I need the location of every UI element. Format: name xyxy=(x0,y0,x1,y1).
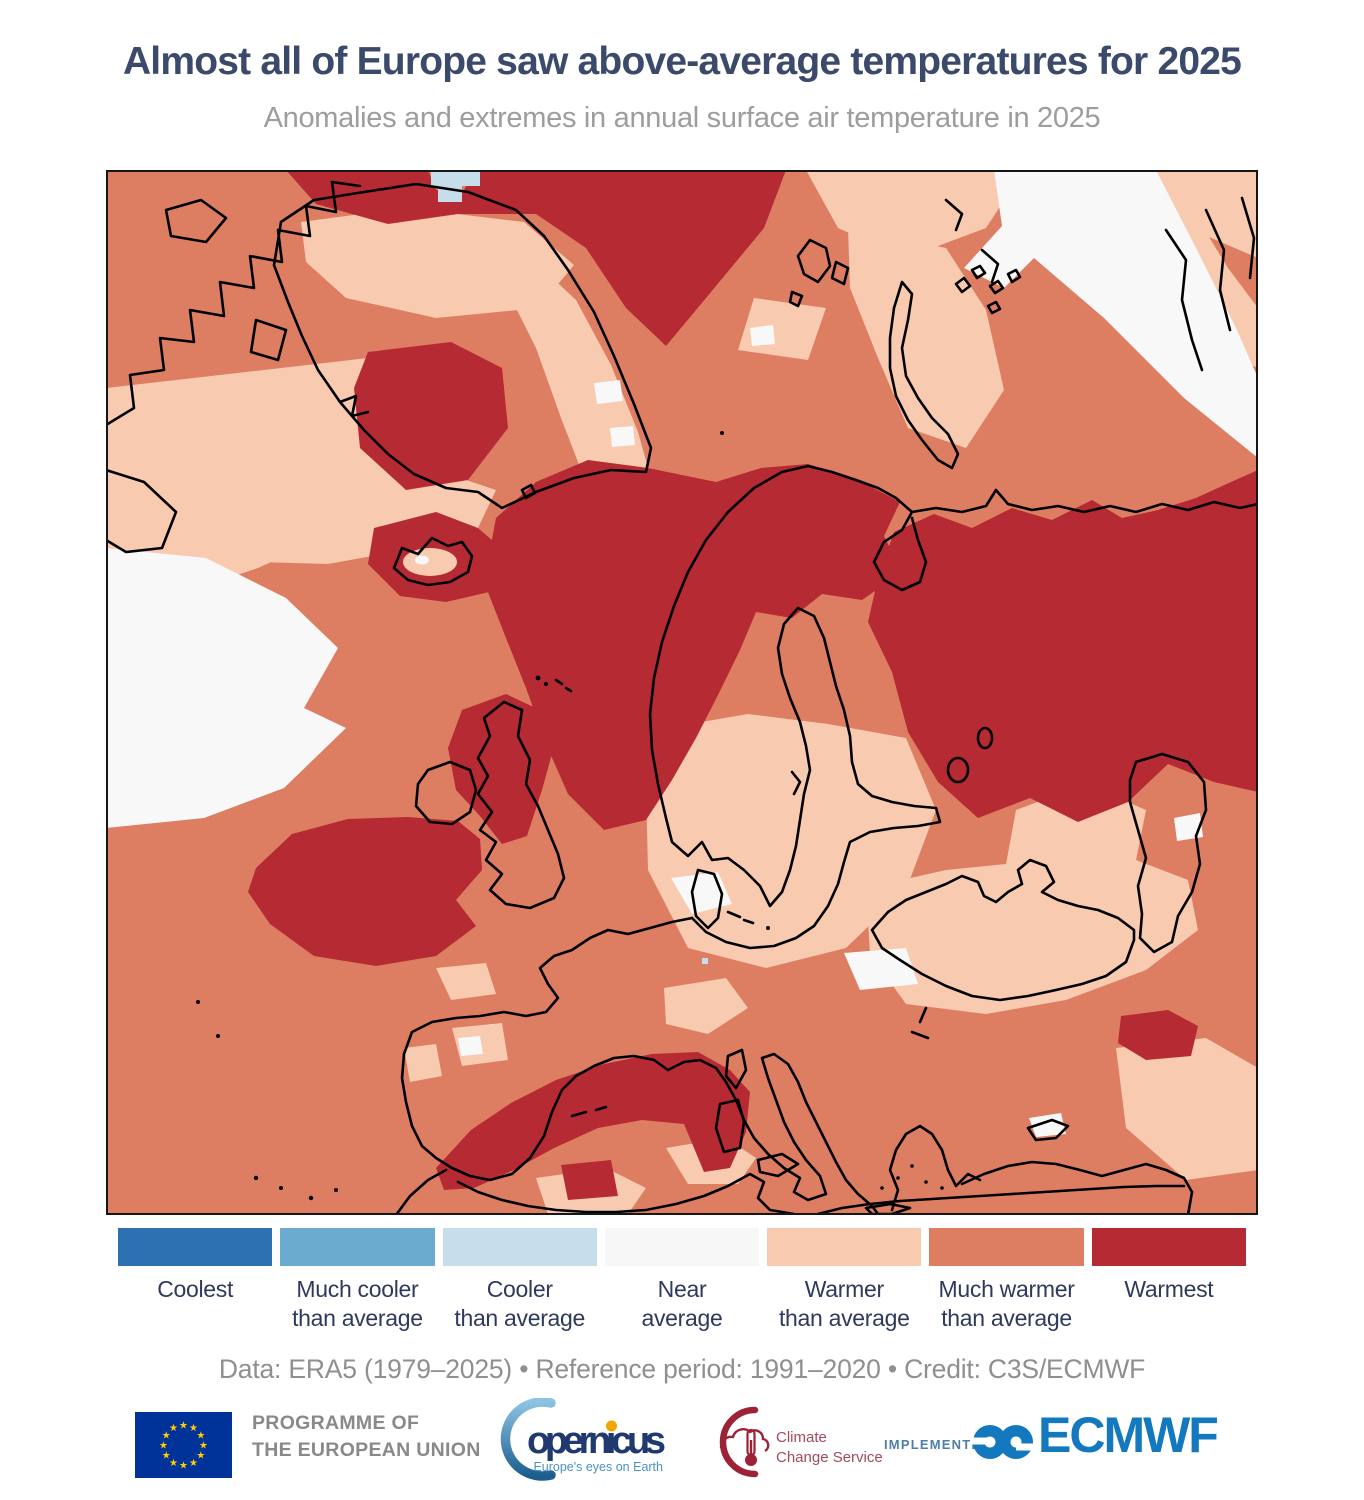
regions-cooler xyxy=(431,170,708,964)
coastlines xyxy=(106,180,1258,1215)
svg-text:★: ★ xyxy=(199,1441,208,1452)
legend-item-warmer: Warmer than average xyxy=(767,1228,922,1333)
legend-label-cooler: Cooler than average xyxy=(454,1276,586,1331)
legend-label-much-cooler: Much cooler than average xyxy=(292,1276,423,1331)
coastline-canadian-arctic xyxy=(106,180,362,554)
legend-item-warmest: Warmest xyxy=(1091,1228,1246,1333)
copernicus-logo: opernicus Europe's eyes on Earth xyxy=(500,1398,666,1481)
coastline-kola-arctic-russia xyxy=(806,464,1258,592)
coastline-british-isles xyxy=(414,678,573,910)
svg-text:★: ★ xyxy=(169,1423,178,1434)
anomaly-map xyxy=(106,170,1258,1215)
copernicus-wordmark: opernicus xyxy=(527,1420,665,1462)
coastline-franz-josef-land xyxy=(954,264,1022,315)
map-border xyxy=(106,170,1258,1215)
island-dots xyxy=(196,431,944,1201)
legend-swatch-near-average xyxy=(604,1228,760,1266)
coastline-novaya-zemlya xyxy=(888,280,960,470)
eu-flag: ★ ★★ ★★★ ★★★ ★★★ xyxy=(135,1412,232,1478)
coastline-svalbard xyxy=(788,238,850,308)
legend-item-coolest: Coolest xyxy=(118,1228,273,1333)
coastline-mainland-europe xyxy=(394,916,1194,1215)
legend-label-warmest: Warmest xyxy=(1124,1276,1214,1302)
svg-text:★: ★ xyxy=(169,1458,178,1469)
legend-swatch-much-warmer xyxy=(929,1228,1084,1266)
eu-programme-text: PROGRAMME OF THE EUROPEAN UNION xyxy=(252,1410,481,1464)
c3s-line2: Change Service xyxy=(776,1449,883,1466)
legend-item-near-average: Near average xyxy=(604,1228,760,1333)
c3s-line1: Climate xyxy=(776,1429,827,1446)
legend-swatch-warmer xyxy=(767,1228,922,1266)
coastline-lakes xyxy=(946,726,994,784)
legend-item-much-warmer: Much warmer than average xyxy=(929,1228,1084,1333)
attribution-line: Data: ERA5 (1979–2025) • Reference perio… xyxy=(218,1354,1146,1384)
coastline-mediterranean-islands xyxy=(570,1048,1070,1215)
ecmwf-wordmark: ECMWF xyxy=(1038,1407,1219,1463)
legend-swatch-warmest xyxy=(1091,1228,1246,1266)
page-title: Almost all of Europe saw above-average t… xyxy=(122,40,1242,83)
svg-text:★: ★ xyxy=(179,1461,188,1472)
svg-text:★: ★ xyxy=(162,1431,171,1442)
coastline-black-sea xyxy=(870,858,1136,1040)
svg-text:★: ★ xyxy=(196,1431,205,1442)
coastline-iceland xyxy=(392,483,537,587)
c3s-cloud-icon xyxy=(719,1428,770,1453)
climate-change-service-text: Climate Change Service xyxy=(776,1428,883,1468)
coastline-caspian-sea xyxy=(1128,752,1208,954)
legend-item-much-cooler: Much cooler than average xyxy=(280,1228,435,1333)
page-subtitle: Anomalies and extremes in annual surface… xyxy=(263,102,1101,134)
legend-item-cooler: Cooler than average xyxy=(442,1228,597,1333)
regions-overlays xyxy=(403,548,457,576)
copernicus-crescent-icon xyxy=(500,1398,556,1481)
regions-warmest xyxy=(248,170,1258,1200)
svg-text:★: ★ xyxy=(189,1423,198,1434)
regions-near-average xyxy=(106,170,1258,1137)
legend-label-coolest: Coolest xyxy=(157,1276,234,1302)
legend-label-warmer: Warmer than average xyxy=(778,1276,910,1331)
svg-text:★: ★ xyxy=(159,1441,168,1452)
legend-swatch-much-cooler xyxy=(280,1228,435,1266)
coastline-denmark xyxy=(690,770,802,930)
svg-text:★: ★ xyxy=(179,1421,188,1432)
legend-label-much-warmer: Much warmer than average xyxy=(938,1276,1075,1331)
legend-label-near-average: Near average xyxy=(641,1276,723,1331)
climate-change-service-logo xyxy=(719,1406,770,1478)
svg-text:★: ★ xyxy=(196,1451,205,1462)
legend-swatch-cooler xyxy=(442,1228,597,1266)
eu-programme-line2: THE EUROPEAN UNION xyxy=(252,1439,481,1461)
anomaly-map-svg xyxy=(106,170,1258,1215)
copernicus-orange-dot-icon xyxy=(606,1420,617,1432)
svg-text:★: ★ xyxy=(162,1451,171,1462)
eu-flag-stars: ★ ★★ ★★★ ★★★ ★★★ xyxy=(159,1421,208,1472)
svg-text:★: ★ xyxy=(189,1458,198,1469)
eu-programme-line1: PROGRAMME OF xyxy=(252,1412,420,1434)
footer-logos: ★ ★ ★ ★ ★ ★ ★ ★ ★ ★ ★ ★ PROGRAMME OF THE EUROPEA… xyxy=(0,1398,1364,1500)
ecmwf-symbol-icon xyxy=(972,1425,1034,1459)
legend: Coolest Much cooler than average Cooler th… xyxy=(118,1228,1246,1333)
copernicus-tagline: Europe's eyes on Earth xyxy=(533,1460,663,1474)
legend-swatch-coolest xyxy=(118,1228,273,1266)
coastline-greenland xyxy=(272,182,653,510)
coastline-scandinavia-baltic xyxy=(648,464,942,950)
coastline-ob-gulfs xyxy=(944,196,1256,372)
